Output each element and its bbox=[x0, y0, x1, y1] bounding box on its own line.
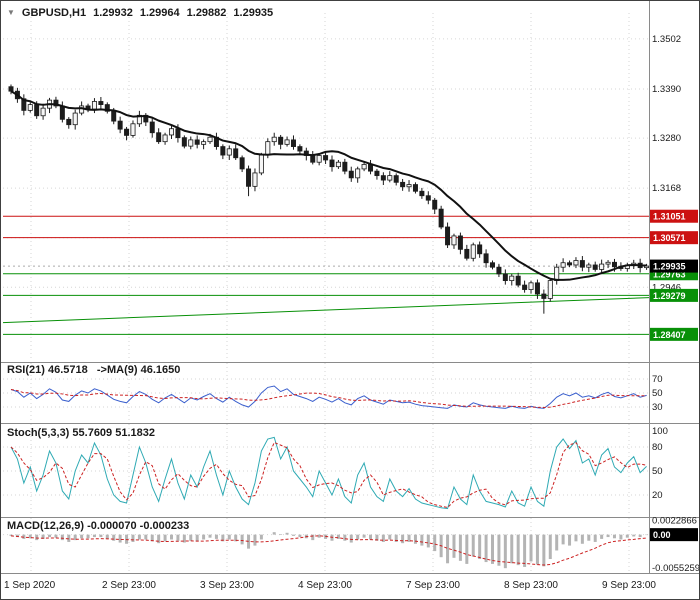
symbol-marker-icon: ▼ bbox=[7, 8, 15, 17]
svg-text:1.3502: 1.3502 bbox=[652, 34, 681, 45]
rsi-layer bbox=[10, 385, 647, 409]
svg-text:-0.0055259: -0.0055259 bbox=[652, 563, 699, 574]
ma-line bbox=[10, 90, 647, 281]
quote-open: 1.29932 bbox=[93, 7, 133, 19]
svg-text:30: 30 bbox=[652, 402, 663, 413]
symbol-timeframe-label: GBPUSD,H1 bbox=[21, 7, 87, 19]
svg-text:80: 80 bbox=[652, 442, 663, 453]
svg-text:50: 50 bbox=[652, 388, 663, 399]
svg-text:0.00: 0.00 bbox=[653, 530, 671, 540]
svg-text:8 Sep 23:00: 8 Sep 23:00 bbox=[504, 580, 558, 591]
svg-text:1 Sep 2020: 1 Sep 2020 bbox=[4, 580, 56, 591]
quote-close: 1.29935 bbox=[233, 7, 274, 19]
grid-layer bbox=[3, 13, 649, 572]
x-axis-labels: 1 Sep 2020 2 Sep 23:00 3 Sep 23:00 4 Sep 23… bbox=[4, 580, 656, 591]
panel-dividers bbox=[1, 1, 699, 574]
price-label-boxes: 1.31051 1.30571 1.29763 1.29279 1.28407 1.299… bbox=[650, 209, 698, 542]
levels-layer bbox=[2, 215, 650, 335]
svg-text:1.29935: 1.29935 bbox=[653, 262, 686, 272]
macd-panel-title: MACD(12,26,9) -0.000070 -0.000233 bbox=[7, 520, 190, 532]
svg-text:1.29763: 1.29763 bbox=[653, 269, 686, 279]
svg-text:100: 100 bbox=[652, 426, 668, 437]
stoch-panel-title: Stoch(5,3,3) 55.7609 51.1832 bbox=[7, 427, 155, 439]
svg-text:1.28407: 1.28407 bbox=[653, 330, 686, 340]
chart-header: ▼ GBPUSD,H1 1.29932 1.29964 1.29882 1.29… bbox=[7, 7, 273, 19]
svg-text:50: 50 bbox=[652, 466, 663, 477]
svg-text:1.29279: 1.29279 bbox=[653, 291, 686, 301]
svg-text:9 Sep 23:00: 9 Sep 23:00 bbox=[602, 580, 656, 591]
rsi-panel-title: RSI(21) 46.5718 ->MA(9) 46.1650 bbox=[7, 364, 181, 376]
svg-text:2 Sep 23:00: 2 Sep 23:00 bbox=[102, 580, 156, 591]
svg-text:7 Sep 23:00: 7 Sep 23:00 bbox=[406, 580, 460, 591]
svg-text:1.3280: 1.3280 bbox=[652, 133, 681, 144]
svg-text:20: 20 bbox=[652, 490, 663, 501]
axis-labels-layer: 1.3502 1.3390 1.3280 1.3168 1.2946 70 50 30 100 8… bbox=[652, 34, 699, 574]
svg-text:0.0022866: 0.0022866 bbox=[652, 516, 697, 527]
svg-text:1.3390: 1.3390 bbox=[652, 84, 681, 95]
stoch-layer bbox=[10, 436, 647, 510]
svg-text:1.3168: 1.3168 bbox=[652, 183, 681, 194]
svg-text:1.2946: 1.2946 bbox=[652, 282, 681, 293]
svg-text:70: 70 bbox=[652, 374, 663, 385]
svg-text:3 Sep 23:00: 3 Sep 23:00 bbox=[200, 580, 254, 591]
quote-high: 1.29964 bbox=[139, 7, 180, 19]
quote-low: 1.29882 bbox=[186, 7, 227, 19]
svg-text:1.30571: 1.30571 bbox=[653, 233, 686, 243]
svg-text:4 Sep 23:00: 4 Sep 23:00 bbox=[298, 580, 352, 591]
macd-layer bbox=[9, 532, 649, 569]
svg-text:1.31051: 1.31051 bbox=[653, 212, 686, 222]
